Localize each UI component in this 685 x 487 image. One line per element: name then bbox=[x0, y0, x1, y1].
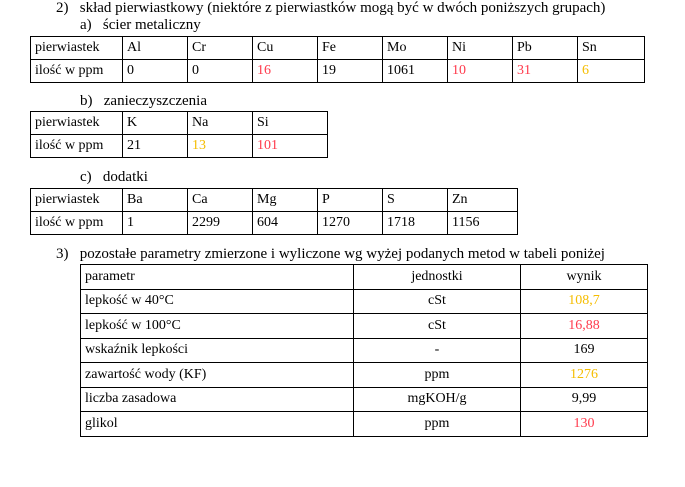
table-row: glikol ppm 130 bbox=[80, 411, 648, 437]
subsection-c-heading: c) dodatki bbox=[80, 169, 148, 186]
subsection-label: a) bbox=[80, 17, 92, 33]
table-row-values: ilość w ppm 21 13 101 bbox=[30, 134, 328, 158]
table-cell: Na bbox=[187, 111, 253, 135]
table-row: liczba zasadowa mgKOH/g 9,99 bbox=[80, 386, 648, 412]
table-row: wskaźnik lepkości -169 bbox=[80, 337, 648, 363]
subsection-label: b) bbox=[80, 93, 93, 109]
table-cell: 108,7 bbox=[520, 288, 648, 314]
table-cell: 101 bbox=[252, 134, 328, 158]
table-cell: 16 bbox=[252, 59, 318, 83]
section-3-heading: 3) pozostałe parametry zmierzone i wylic… bbox=[56, 246, 605, 263]
table-cell: - bbox=[353, 337, 521, 363]
subsection-title: ścier metaliczny bbox=[102, 17, 201, 33]
table-cell: S bbox=[382, 188, 448, 212]
section-number: 2) bbox=[56, 0, 69, 16]
table-cell: Cu bbox=[252, 36, 318, 60]
table-cell: lepkość w 100°C bbox=[80, 313, 354, 339]
table-cell: 169 bbox=[520, 337, 648, 363]
table-cell: pierwiastek bbox=[30, 188, 123, 212]
table-cell: ppm bbox=[353, 411, 521, 437]
table-cell: zawartość wody (KF) bbox=[80, 362, 354, 388]
table-cell: pierwiastek bbox=[30, 111, 123, 135]
table-row-values: ilość w ppm 0 0 16 19 1061 10 31 6 bbox=[30, 59, 645, 83]
table-row-elements: pierwiastek Al Cr Cu Fe Mo Ni Pb Sn bbox=[30, 36, 645, 60]
table-row: lepkość w 100°C cSt 16,88 bbox=[80, 313, 648, 339]
table-cell: pierwiastek bbox=[30, 36, 123, 60]
subsection-label: c) bbox=[80, 169, 92, 185]
table-cell: ilość w ppm bbox=[30, 211, 123, 235]
subsection-a-heading: a) ścier metaliczny bbox=[80, 17, 201, 34]
table-cell: ppm bbox=[353, 362, 521, 388]
table-cell: parametr bbox=[80, 264, 354, 290]
table-cell: wskaźnik lepkości bbox=[80, 337, 354, 363]
table-cell: 13 bbox=[187, 134, 253, 158]
table-cell: Sn bbox=[577, 36, 645, 60]
table-contaminants: pierwiastek K Na Si ilość w ppm 21 13 101 bbox=[30, 111, 328, 158]
table-row: lepkość w 40°C cSt 108,7 bbox=[80, 288, 648, 314]
table-cell: Al bbox=[122, 36, 188, 60]
table-cell: 21 bbox=[122, 134, 188, 158]
table-cell: cSt bbox=[353, 313, 521, 339]
section-title: skład pierwiastkowy (niektóre z pierwias… bbox=[79, 0, 606, 16]
table-cell: 19 bbox=[317, 59, 383, 83]
table-cell: Ca bbox=[187, 188, 253, 212]
table-cell: Mg bbox=[252, 188, 318, 212]
table-cell: 1061 bbox=[382, 59, 448, 83]
subsection-title: zanieczyszczenia bbox=[103, 93, 207, 109]
table-cell: Cr bbox=[187, 36, 253, 60]
table-cell: 0 bbox=[187, 59, 253, 83]
table-cell: wynik bbox=[520, 264, 648, 290]
section-number: 3) bbox=[56, 246, 69, 262]
table-cell: 1718 bbox=[382, 211, 448, 235]
table-additives: pierwiastek Ba Ca Mg P S Zn ilość w ppm 1 2299 604… bbox=[30, 188, 518, 235]
table-cell: Si bbox=[252, 111, 328, 135]
section-title: pozostałe parametry zmierzone i wyliczon… bbox=[79, 246, 605, 262]
table-parameters: parametr jednostki wynik lepkość w 40°C cSt 1… bbox=[80, 264, 648, 437]
table-cell: P bbox=[317, 188, 383, 212]
table-cell: lepkość w 40°C bbox=[80, 288, 354, 314]
table-cell: 16,88 bbox=[520, 313, 648, 339]
section-2-heading: 2) skład pierwiastkowy (niektóre z pierw… bbox=[56, 0, 605, 17]
table-row: zawartość wody (KF) ppm 1276 bbox=[80, 362, 648, 388]
table-cell: 604 bbox=[252, 211, 318, 235]
table-cell: liczba zasadowa bbox=[80, 386, 354, 412]
table-cell: ilość w ppm bbox=[30, 59, 123, 83]
table-cell: 6 bbox=[577, 59, 645, 83]
table-cell: Zn bbox=[447, 188, 518, 212]
table-metal-wear: pierwiastek Al Cr Cu Fe Mo Ni Pb Sn ilość w ppm 0 0… bbox=[30, 36, 645, 83]
table-header-row: parametr jednostki wynik bbox=[80, 264, 648, 290]
table-cell: 1156 bbox=[447, 211, 518, 235]
table-row-values: ilość w ppm 1 2299 604 1270 1718 1156 bbox=[30, 211, 518, 235]
table-cell: Ni bbox=[447, 36, 513, 60]
table-cell: K bbox=[122, 111, 188, 135]
subsection-title: dodatki bbox=[102, 169, 148, 185]
table-cell: jednostki bbox=[353, 264, 521, 290]
table-cell: Fe bbox=[317, 36, 383, 60]
table-cell: 130 bbox=[520, 411, 648, 437]
subsection-b-heading: b) zanieczyszczenia bbox=[80, 93, 207, 110]
table-cell: 2299 bbox=[187, 211, 253, 235]
table-cell: 0 bbox=[122, 59, 188, 83]
table-cell: cSt bbox=[353, 288, 521, 314]
table-row-elements: pierwiastek K Na Si bbox=[30, 111, 328, 135]
table-cell: 31 bbox=[512, 59, 578, 83]
table-row-elements: pierwiastek Ba Ca Mg P S Zn bbox=[30, 188, 518, 212]
table-cell: Pb bbox=[512, 36, 578, 60]
table-cell: 1 bbox=[122, 211, 188, 235]
table-cell: 10 bbox=[447, 59, 513, 83]
table-cell: 9,99 bbox=[520, 386, 648, 412]
table-cell: Ba bbox=[122, 188, 188, 212]
table-cell: 1276 bbox=[520, 362, 648, 388]
table-cell: ilość w ppm bbox=[30, 134, 123, 158]
table-cell: mgKOH/g bbox=[353, 386, 521, 412]
table-cell: Mo bbox=[382, 36, 448, 60]
table-cell: glikol bbox=[80, 411, 354, 437]
table-cell: 1270 bbox=[317, 211, 383, 235]
